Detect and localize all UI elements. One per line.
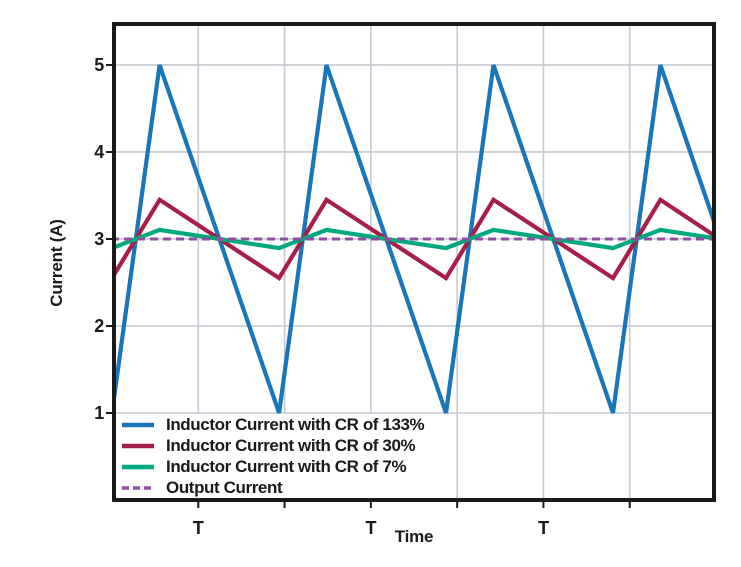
series-line-1 xyxy=(114,196,714,282)
legend-item-label: Inductor Current with CR of 7% xyxy=(166,456,407,476)
legend-item-label: Inductor Current with CR of 133% xyxy=(166,414,425,434)
legend-swatch-icon xyxy=(122,422,154,427)
plot-border xyxy=(112,22,716,502)
legend-swatch-icon xyxy=(122,464,154,469)
x-tick-label: T xyxy=(193,518,204,538)
tick-labels: 1 2 3 4 5 T T T xyxy=(94,55,549,538)
y-axis-title: Current (A) xyxy=(47,219,66,307)
legend: Inductor Current with CR of 133% Inductor… xyxy=(118,414,454,498)
x-tick-label: T xyxy=(538,518,549,538)
tick-marks xyxy=(106,63,631,508)
legend-item: Output Current xyxy=(118,478,454,497)
legend-item: Inductor Current with CR of 30% xyxy=(118,436,454,455)
y-tick-label: 3 xyxy=(94,229,104,249)
y-tick-label: 2 xyxy=(94,316,104,336)
legend-item-label: Output Current xyxy=(166,477,283,497)
x-tick-label: T xyxy=(366,518,377,538)
legend-item: Inductor Current with CR of 7% xyxy=(118,457,454,476)
y-tick-label: 5 xyxy=(94,55,104,75)
y-tick-label: 4 xyxy=(94,142,104,162)
series-line-2 xyxy=(114,227,714,251)
x-axis-title: Time xyxy=(394,527,434,546)
legend-item-label: Inductor Current with CR of 30% xyxy=(166,435,416,455)
legend-item: Inductor Current with CR of 133% xyxy=(118,415,454,434)
legend-swatch-icon xyxy=(122,443,154,448)
legend-swatch-icon xyxy=(122,485,154,490)
y-tick-label: 1 xyxy=(94,403,104,423)
series-line-0 xyxy=(114,64,714,414)
series-lines xyxy=(114,64,714,414)
